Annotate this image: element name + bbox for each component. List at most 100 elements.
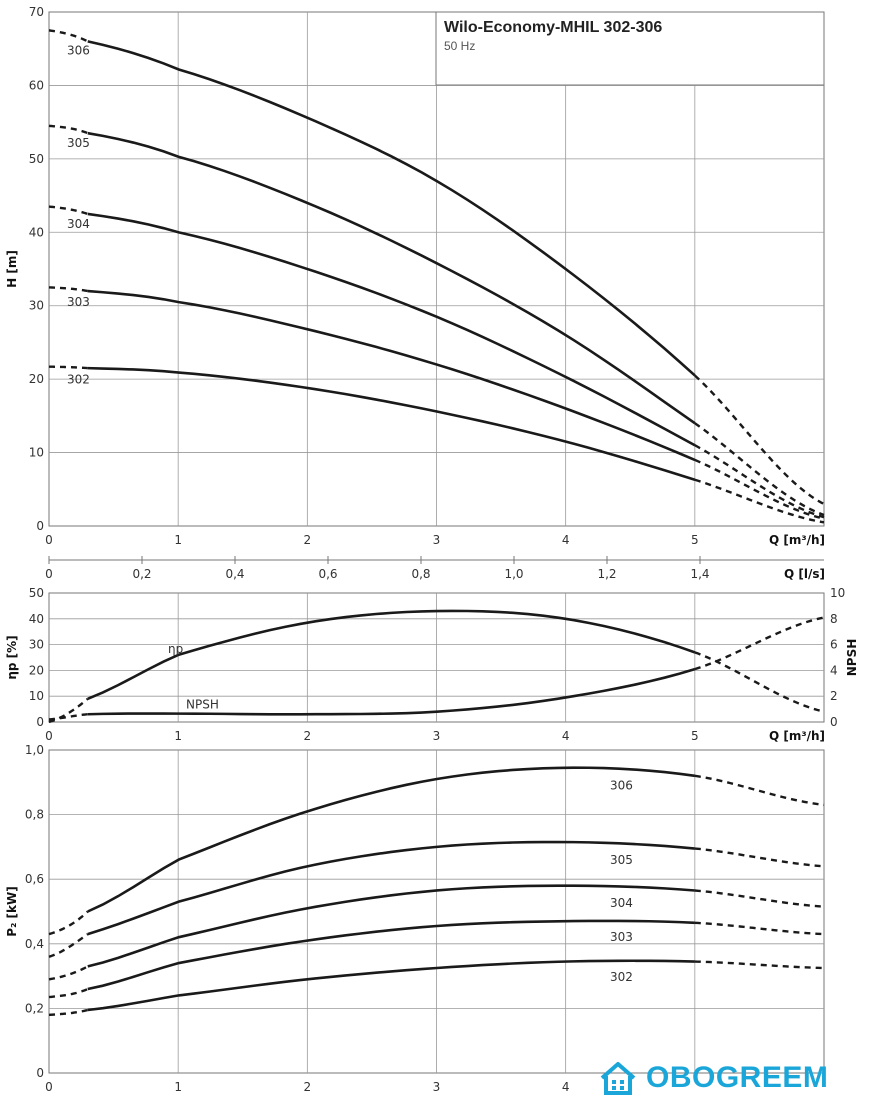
power-curve-306-end-dashed xyxy=(694,774,825,807)
head-label-306: 306 xyxy=(67,43,90,57)
npsh-ytick-2: 2 xyxy=(830,689,838,703)
ls-xtick-6: 1,2 xyxy=(597,567,616,581)
head-label-302: 302 xyxy=(67,373,90,387)
head-curve-304 xyxy=(87,212,696,447)
head-curve-303-end-dashed xyxy=(694,458,825,520)
eff-ytick-10: 10 xyxy=(29,689,44,703)
npsh-ylabel: NPSH xyxy=(845,639,859,677)
head-ytick-30: 30 xyxy=(29,299,44,313)
eff-ytick-50: 50 xyxy=(29,586,44,600)
eff-xtick-5: 5 xyxy=(691,729,699,743)
head-curve-306 xyxy=(87,40,696,377)
eff-ytick-20: 20 xyxy=(29,663,44,677)
head-curve-302 xyxy=(87,366,696,481)
ls-xtick-4: 0,8 xyxy=(411,567,430,581)
head-label-304: 304 xyxy=(67,217,90,231)
power-curve-302-start-dashed xyxy=(48,1008,89,1017)
power-curve-303-start-dashed xyxy=(48,987,89,999)
npsh-ytick-8: 8 xyxy=(830,612,838,626)
head-ytick-0: 0 xyxy=(36,519,44,533)
head-xtick-4: 4 xyxy=(562,533,570,547)
power-curve-303-end-dashed xyxy=(694,921,825,936)
power-label-305: 305 xyxy=(610,853,633,867)
head-xtick-0: 0 xyxy=(45,533,53,547)
head-curve-302-end-dashed xyxy=(694,478,825,524)
head-xtick-1: 1 xyxy=(174,533,182,547)
head-label-303: 303 xyxy=(67,295,90,309)
chart-subtitle: 50 Hz xyxy=(444,39,475,53)
head-curve-302-start-dashed xyxy=(48,365,88,370)
head-curve-306-start-dashed xyxy=(48,29,89,43)
ls-xtick-3: 0,6 xyxy=(318,567,337,581)
ls-xlabel: Q [l/s] xyxy=(784,567,825,581)
ls-xtick-0: 0 xyxy=(45,567,53,581)
title-box xyxy=(435,11,825,86)
head-xtick-5: 5 xyxy=(691,533,699,547)
power-curve-304-end-dashed xyxy=(694,889,825,908)
npsh-ytick-4: 4 xyxy=(830,663,838,677)
eff-ytick-30: 30 xyxy=(29,638,44,652)
head-label-305: 305 xyxy=(67,136,90,150)
power-ytick-0: 0 xyxy=(36,1066,44,1080)
head-xtick-3: 3 xyxy=(433,533,441,547)
ls-xtick-5: 1,0 xyxy=(504,567,523,581)
power-xtick-2: 2 xyxy=(304,1080,312,1094)
head-curve-305-start-dashed xyxy=(48,124,89,135)
power-curve-304-start-dashed xyxy=(48,965,89,981)
power-curve-306-start-dashed xyxy=(48,910,89,936)
head-ytick-60: 60 xyxy=(29,78,44,92)
ls-xtick-1: 0,2 xyxy=(132,567,151,581)
power-curve-302 xyxy=(87,959,695,1012)
watermark-logo: OBOGREEM xyxy=(598,1058,828,1098)
power-ylabel: P₂ [kW] xyxy=(5,886,19,936)
head-curve-305-end-dashed xyxy=(694,422,825,517)
eff-ylabel: ηp [%] xyxy=(5,635,19,679)
power-label-303: 303 xyxy=(610,930,633,944)
power-curve-305-end-dashed xyxy=(694,847,825,868)
eff-curve-ηp xyxy=(87,609,696,700)
head-ytick-70: 70 xyxy=(29,5,44,19)
eff-ytick-0: 0 xyxy=(36,715,44,729)
eff-label-etap: ηp xyxy=(168,642,183,656)
eff-xlabel: Q [m³/h] xyxy=(769,729,825,743)
power-ytick-1: 0,2 xyxy=(25,1001,44,1015)
ls-xtick-2: 0,4 xyxy=(225,567,244,581)
head-curve-303 xyxy=(87,289,696,462)
eff-xtick-2: 2 xyxy=(304,729,312,743)
head-curve-304-end-dashed xyxy=(694,444,825,519)
power-label-302: 302 xyxy=(610,970,633,984)
power-ytick-4: 0,8 xyxy=(25,808,44,822)
power-xtick-4: 4 xyxy=(562,1080,570,1094)
power-xtick-0: 0 xyxy=(45,1080,53,1094)
power-curve-305-start-dashed xyxy=(48,933,89,958)
npsh-ytick-10: 10 xyxy=(830,586,845,600)
power-curve-306 xyxy=(87,766,696,913)
house-icon xyxy=(600,1062,636,1095)
head-xlabel: Q [m³/h] xyxy=(769,533,825,547)
power-xtick-3: 3 xyxy=(433,1080,441,1094)
head-curve-303-start-dashed xyxy=(48,286,88,293)
head-curve-306-end-dashed xyxy=(694,374,825,506)
power-curve-305 xyxy=(87,840,695,936)
chart-title: Wilo-Economy-MHIL 302-306 xyxy=(444,19,662,36)
head-ytick-10: 10 xyxy=(29,446,44,460)
watermark-text: OBOGREEM xyxy=(646,1061,829,1094)
power-xtick-1: 1 xyxy=(174,1080,182,1094)
npsh-ytick-6: 6 xyxy=(830,638,838,652)
eff-curve-ηp-end-dashed xyxy=(694,651,825,713)
eff-curve-NPSH xyxy=(87,667,696,716)
head-curve-305 xyxy=(87,131,696,425)
eff-curve-ηp-start-dashed xyxy=(48,697,89,724)
ls-xtick-7: 1,4 xyxy=(690,567,709,581)
power-ytick-2: 0,4 xyxy=(25,937,44,951)
eff-xtick-3: 3 xyxy=(433,729,441,743)
eff-curve-NPSH-end-dashed xyxy=(694,616,825,671)
power-curve-304 xyxy=(87,884,695,968)
power-ytick-3: 0,6 xyxy=(25,872,44,886)
eff-xtick-1: 1 xyxy=(174,729,182,743)
npsh-ytick-0: 0 xyxy=(830,715,838,729)
eff-ytick-40: 40 xyxy=(29,612,44,626)
eff-curve-NPSH-start-dashed xyxy=(48,713,88,721)
eff-xtick-0: 0 xyxy=(45,729,53,743)
